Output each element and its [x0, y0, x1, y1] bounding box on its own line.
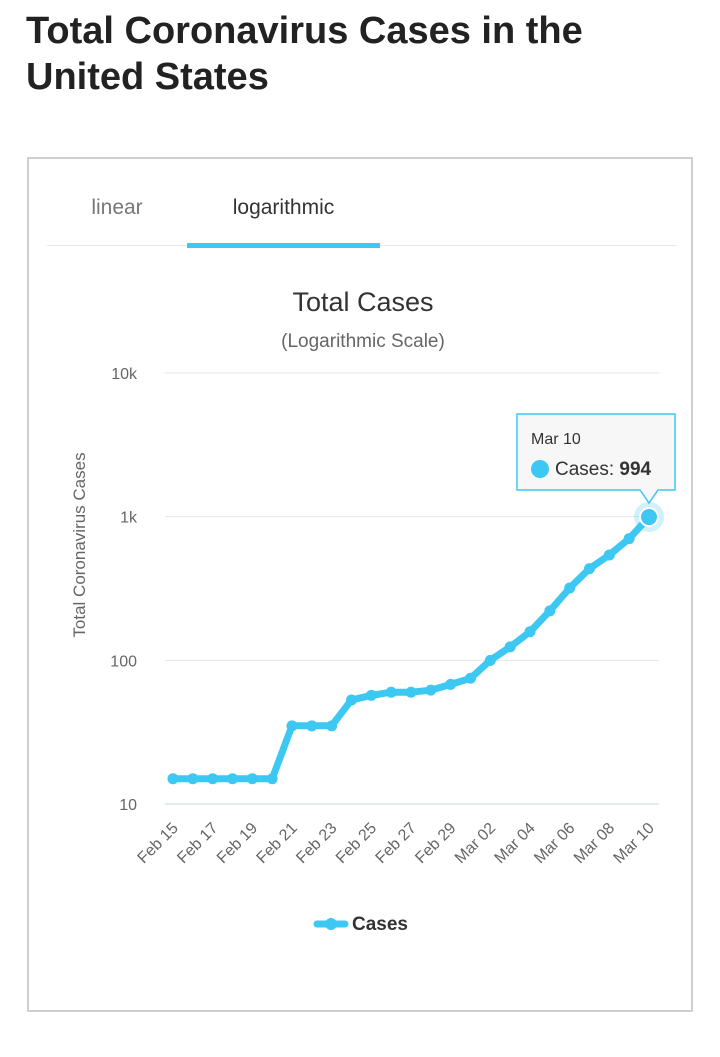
data-point [187, 773, 199, 785]
data-point [584, 563, 595, 575]
chart-svg: Total Cases (Logarithmic Scale) Total Co… [70, 287, 676, 935]
x-tick-label: Mar 10 [611, 820, 658, 867]
x-tick-label: Feb 29 [412, 820, 459, 867]
data-point [346, 694, 357, 706]
legend-marker [325, 918, 337, 930]
y-tick-label: 10 [119, 797, 137, 814]
data-point-highlighted [639, 507, 659, 528]
data-point [425, 684, 437, 696]
x-tick-label: Mar 06 [531, 820, 578, 867]
tab-logarithmic[interactable]: logarithmic [187, 179, 380, 248]
x-tick-label: Mar 04 [492, 820, 539, 867]
active-tab-indicator [187, 243, 380, 248]
data-point [524, 626, 536, 638]
data-point [207, 773, 219, 785]
data-point [246, 773, 258, 785]
series-line-cases [169, 513, 653, 783]
data-point [504, 641, 516, 653]
data-point [484, 654, 496, 666]
data-point [365, 689, 377, 701]
x-tick-label: Feb 19 [214, 820, 261, 867]
data-point [544, 605, 556, 617]
data-point [564, 582, 576, 594]
tooltip-box [516, 413, 676, 505]
tooltip-date: Mar 10 [531, 431, 581, 448]
data-point [227, 773, 238, 785]
x-tick-label: Mar 08 [571, 820, 618, 867]
tooltip-value: 994 [619, 459, 651, 480]
x-tick-label: Feb 17 [174, 820, 221, 867]
x-tick-label: Feb 25 [333, 820, 380, 867]
chart-card: linear logarithmic Total Cases (Logarith… [27, 157, 693, 1012]
tooltip-value-line: Cases: 994 [555, 459, 652, 480]
legend-label: Cases [352, 914, 408, 935]
y-tick-label: 10k [111, 366, 138, 383]
tooltip-series-name: Cases [555, 459, 609, 480]
data-point [286, 720, 298, 732]
scale-tabs: linear logarithmic [47, 179, 677, 248]
data-point [603, 549, 615, 561]
x-tick-label: Feb 27 [373, 820, 420, 867]
x-tick-label: Feb 23 [293, 820, 340, 867]
x-tick-label: Mar 02 [452, 820, 499, 867]
data-point [385, 686, 397, 698]
tab-linear[interactable]: linear [91, 196, 143, 219]
y-axis-label: Total Coronavirus Cases [70, 452, 89, 637]
data-point [266, 773, 278, 785]
data-point [167, 773, 179, 785]
legend-item-cases[interactable]: Cases [313, 914, 408, 935]
data-point [405, 686, 417, 698]
data-point [326, 720, 338, 732]
data-point [445, 678, 457, 690]
y-tick-label: 100 [110, 653, 137, 670]
tab-logarithmic-label: logarithmic [232, 196, 335, 219]
page-title: Total Coronavirus Cases in the United St… [26, 10, 583, 98]
y-tick-label: 1k [120, 510, 138, 527]
x-tick-label: Feb 15 [135, 820, 182, 867]
data-point [306, 720, 318, 732]
data-point [465, 672, 476, 684]
chart-subtitle: (Logarithmic Scale) [281, 331, 445, 352]
x-tick-label: Feb 21 [254, 820, 301, 867]
data-point [623, 533, 635, 545]
chart-title: Total Cases [292, 287, 433, 317]
tooltip-series-marker [531, 460, 549, 478]
